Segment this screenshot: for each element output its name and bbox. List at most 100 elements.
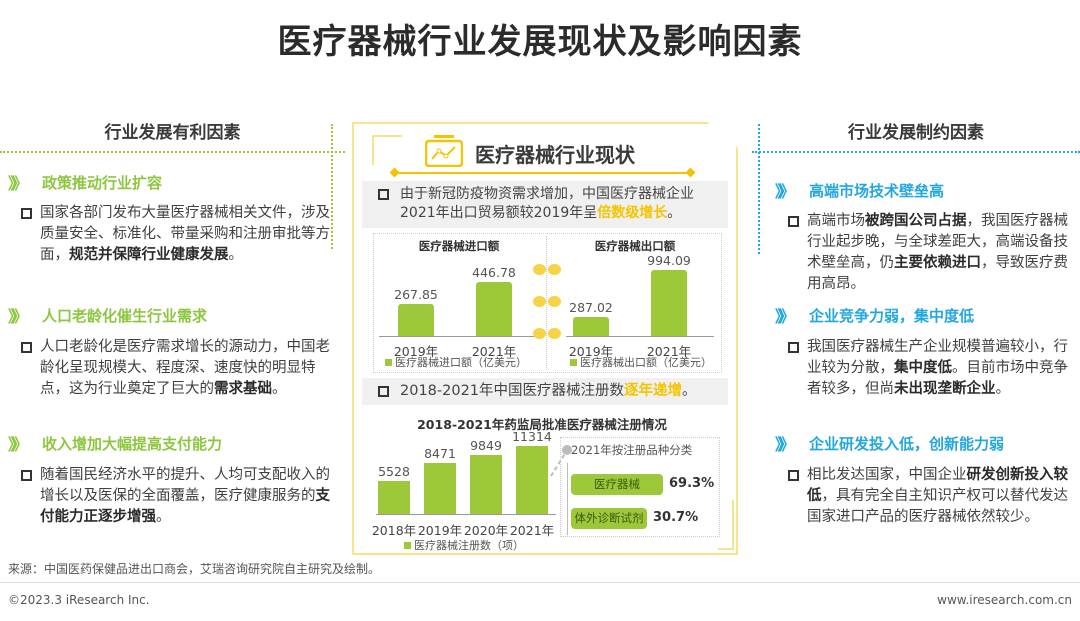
- paragraph-text: 随着国民经济水平的提升、人均可支配收入的增长以及医保的全面覆盖，医疗健康服务的: [40, 467, 330, 504]
- dots-decoration: [533, 264, 561, 339]
- corner-decoration: [718, 500, 734, 550]
- right-column-heading: 行业发展制约因素: [848, 123, 984, 143]
- corner-decoration: [372, 135, 402, 165]
- tick-label: 2019年: [393, 344, 439, 359]
- category-percent: 30.7%: [653, 510, 699, 525]
- legend-label: 医疗器械出口额（亿美元）: [580, 356, 712, 369]
- emphasis-text: 主要依赖进口: [894, 255, 981, 271]
- section-heading: 》》 企业竞争力弱，集中度低: [775, 303, 974, 327]
- breakdown-title: 2021年按注册品种分类: [571, 443, 693, 457]
- note-text: 由于新冠防疫物资需求增加，中国医疗器械企业2021年出口贸易额较2019年呈: [400, 186, 694, 221]
- paragraph-text: 人口老龄化是医疗需求增长的源动力，中国老龄化呈现规模大、程度深、速度快的明显特点…: [40, 339, 330, 397]
- legend-swatch: [570, 359, 577, 366]
- emphasis-text: 支付能力正逐步增强: [40, 488, 330, 525]
- data-label: 994.09: [647, 252, 691, 268]
- paragraph-text: 高端市场: [807, 213, 865, 229]
- divider: [331, 124, 333, 249]
- emphasis-text: 未出现垄断企业: [894, 381, 996, 397]
- paragraph-text: 。目前市场中竞争者较多，但尚: [807, 360, 1068, 397]
- section-title: 人口老龄化催生行业需求: [42, 306, 208, 325]
- bar: [424, 463, 456, 514]
- section-paragraph: 人口老龄化是医疗需求增长的源动力，中国老龄化呈现规模大、程度深、速度快的明显特点…: [40, 337, 332, 400]
- section-title: 企业竞争力弱，集中度低: [809, 306, 975, 325]
- page-title: 医疗器械行业发展现状及影响因素: [277, 22, 803, 62]
- import-chart: 医疗器械进口额 267.85 2019年 446.78 2021年 医疗器械进口额（亿美元…: [373, 233, 545, 373]
- tick-label: 2021年: [471, 344, 517, 359]
- center-panel: [352, 122, 738, 555]
- chevron-right-icon: 》》: [775, 435, 795, 454]
- chevron-right-icon: 》》: [8, 307, 28, 326]
- note-highlight: 逐年递增: [624, 383, 683, 399]
- data-label: 9849: [470, 437, 502, 453]
- chart-title: 医疗器械出口额: [594, 239, 676, 253]
- bar: [573, 316, 609, 336]
- category-bar: 体外诊断试剂: [571, 508, 647, 529]
- section-title: 收入增加大幅提高支付能力: [42, 434, 223, 453]
- legend: 医疗器械进口额（亿美元）: [385, 354, 527, 370]
- website-link[interactable]: www.iresearch.com.cn: [937, 593, 1072, 607]
- chevron-right-icon: 》》: [775, 182, 795, 201]
- bar: [651, 269, 687, 336]
- legend-swatch: [385, 359, 392, 366]
- tick-label: 2021年: [646, 344, 692, 359]
- paragraph-text: 。: [228, 247, 244, 263]
- bullet-square-icon: [21, 470, 32, 481]
- data-label: 267.85: [394, 286, 438, 302]
- data-label: 5528: [378, 463, 410, 479]
- paragraph-text: ，导致医疗费用高昂。: [807, 255, 1068, 292]
- paragraph-text: ，我国医疗器械行业起步晚，与全球差距大，高端设备技术壁垒高，仍: [807, 213, 1068, 271]
- note-text: 2018-2021年中国医疗器械注册数: [400, 383, 625, 399]
- category-percent: 69.3%: [669, 476, 715, 491]
- section-paragraph: 我国医疗器械生产企业规模普遍较小，行业较为分散，集中度低。目前市场中竞争者较多，…: [807, 337, 1075, 400]
- source-note: 来源：中国医药保健品进出口商会，艾瑞咨询研究院自主研究及绘制。: [8, 562, 381, 576]
- copyright: ©2023.3 iResearch Inc.: [8, 593, 150, 607]
- divider: [752, 151, 1080, 153]
- divider: [0, 151, 345, 153]
- data-label: 11314: [512, 429, 552, 445]
- legend: 医疗器械注册数（项）: [404, 537, 524, 553]
- bullet-square-icon: [378, 189, 389, 200]
- section-heading: 》》 企业研发投入低，创新能力弱: [775, 431, 1004, 455]
- chevron-right-icon: 》》: [8, 174, 28, 193]
- bar: [470, 454, 502, 514]
- section-heading: 》》 高端市场技术壁垒高: [775, 178, 944, 202]
- registration-chart: 2018-2021年药监局批准医疗器械注册情况 5528 2018年 8471 2019…: [362, 410, 667, 555]
- divider: [0, 582, 1080, 583]
- divider: [567, 463, 568, 535]
- bar: [516, 446, 548, 514]
- trade-charts-box: [373, 233, 722, 373]
- note-text: 。: [682, 383, 697, 399]
- divider: [758, 124, 760, 254]
- note-registration-growth: 2018-2021年中国医疗器械注册数逐年递增。: [362, 378, 728, 405]
- data-label: 8471: [424, 446, 456, 462]
- section-heading: 》》 政策推动行业扩容: [8, 170, 162, 194]
- section-heading: 》》 人口老龄化催生行业需求: [8, 303, 207, 327]
- connector-line: [550, 445, 572, 477]
- section-title: 政策推动行业扩容: [42, 173, 163, 192]
- chart-trend-icon: [424, 135, 464, 168]
- legend-label: 医疗器械进口额（亿美元）: [395, 356, 527, 369]
- tick-label: 2018年: [371, 523, 417, 538]
- divider: [395, 172, 690, 174]
- chevron-right-icon: 》》: [8, 435, 28, 454]
- section-paragraph: 高端市场被跨国公司占据，我国医疗器械行业起步晚，与全球差距大，高端设备技术壁垒高…: [807, 211, 1075, 295]
- chart-title: 医疗器械进口额: [418, 239, 500, 253]
- bullet-square-icon: [788, 216, 799, 227]
- center-title: 医疗器械行业现状: [475, 143, 635, 167]
- legend-label: 医疗器械注册数（项）: [414, 539, 524, 552]
- legend: 医疗器械出口额（亿美元）: [570, 354, 712, 370]
- section-heading: 》》 收入增加大幅提高支付能力: [8, 431, 222, 455]
- paragraph-text: 我国医疗器械生产企业规模普遍较小，行业较为分散，: [807, 339, 1068, 376]
- divider: [546, 236, 547, 370]
- legend-swatch: [404, 542, 411, 549]
- emphasis-text: 规范并保障行业健康发展: [69, 247, 229, 263]
- emphasis-text: 需求基础: [214, 381, 272, 397]
- paragraph-text: ，具有完全自主知识产权可以替代发达国家进口产品的医疗器械依然较少。: [807, 488, 1068, 525]
- paragraph-text: 相比发达国家，中国企业: [807, 467, 967, 483]
- section-title: 高端市场技术壁垒高: [809, 181, 945, 200]
- x-axis: [376, 514, 556, 515]
- breakdown-box: 2021年按注册品种分类 医疗器械 69.3% 体外诊断试剂 30.7%: [560, 437, 720, 537]
- bullet-square-icon: [21, 342, 32, 353]
- x-axis: [379, 336, 539, 337]
- bar: [378, 480, 410, 514]
